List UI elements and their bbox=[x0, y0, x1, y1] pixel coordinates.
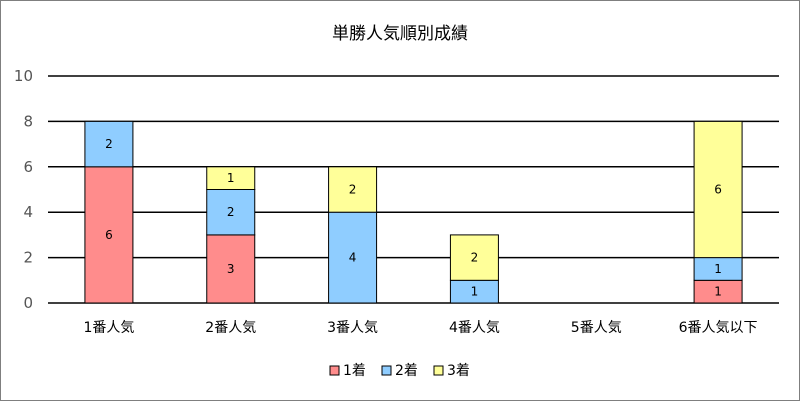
bar-segment bbox=[328, 166, 378, 213]
legend-label: 1着 bbox=[343, 363, 366, 379]
bar-data-label: 2 bbox=[227, 205, 235, 219]
legend-swatch bbox=[433, 365, 444, 376]
bar-data-label: 1 bbox=[714, 285, 722, 299]
bar-data-label: 2 bbox=[471, 251, 479, 265]
bars: 6 2 3 2 1 4 2 1 2 1 1 6 bbox=[84, 120, 743, 304]
bar-segment bbox=[206, 234, 256, 304]
bar-data-label: 3 bbox=[227, 262, 235, 276]
y-tick-label: 0 bbox=[23, 294, 33, 312]
grid-lines bbox=[48, 75, 779, 304]
y-tick-label: 10 bbox=[14, 67, 33, 85]
x-tick-label: 2番人気 bbox=[205, 320, 256, 336]
legend: 1着 2着 3着 bbox=[329, 363, 470, 379]
x-tick-label: 6番人気以下 bbox=[679, 320, 758, 336]
legend-label: 2着 bbox=[395, 363, 418, 379]
bar-segment bbox=[84, 166, 134, 304]
y-tick-label: 2 bbox=[23, 249, 33, 267]
x-tick-label: 4番人気 bbox=[449, 320, 500, 336]
chart-title: 単勝人気順別成績 bbox=[332, 24, 468, 44]
bar-data-label: 6 bbox=[714, 183, 722, 197]
bar-data-label: 4 bbox=[349, 251, 357, 265]
bar-segment bbox=[206, 166, 256, 191]
bar-data-label: 1 bbox=[227, 171, 235, 185]
x-tick-label: 5番人気 bbox=[571, 320, 622, 336]
bar-segment bbox=[693, 120, 743, 259]
bar-data-label: 2 bbox=[105, 137, 113, 151]
legend-swatch bbox=[329, 365, 340, 376]
y-tick-label: 4 bbox=[23, 203, 33, 221]
x-axis: 1番人気 2番人気 3番人気 4番人気 5番人気 6番人気以下 bbox=[83, 320, 757, 336]
legend-label: 3着 bbox=[447, 363, 470, 379]
legend-swatch bbox=[381, 365, 392, 376]
y-tick-label: 6 bbox=[23, 158, 33, 176]
bar-data-label: 2 bbox=[349, 183, 357, 197]
y-tick-label: 8 bbox=[23, 112, 33, 130]
bar-segment bbox=[328, 211, 378, 304]
bar-segment bbox=[449, 234, 499, 281]
bar-data-label: 1 bbox=[714, 262, 722, 276]
bar-segment bbox=[206, 189, 256, 236]
bar-data-label: 6 bbox=[105, 228, 113, 242]
x-tick-label: 1番人気 bbox=[83, 320, 134, 336]
bar-data-label: 1 bbox=[471, 285, 479, 299]
y-axis: 0 2 4 6 8 10 bbox=[14, 67, 33, 312]
x-tick-label: 3番人気 bbox=[327, 320, 378, 336]
bar-segment bbox=[84, 120, 134, 168]
